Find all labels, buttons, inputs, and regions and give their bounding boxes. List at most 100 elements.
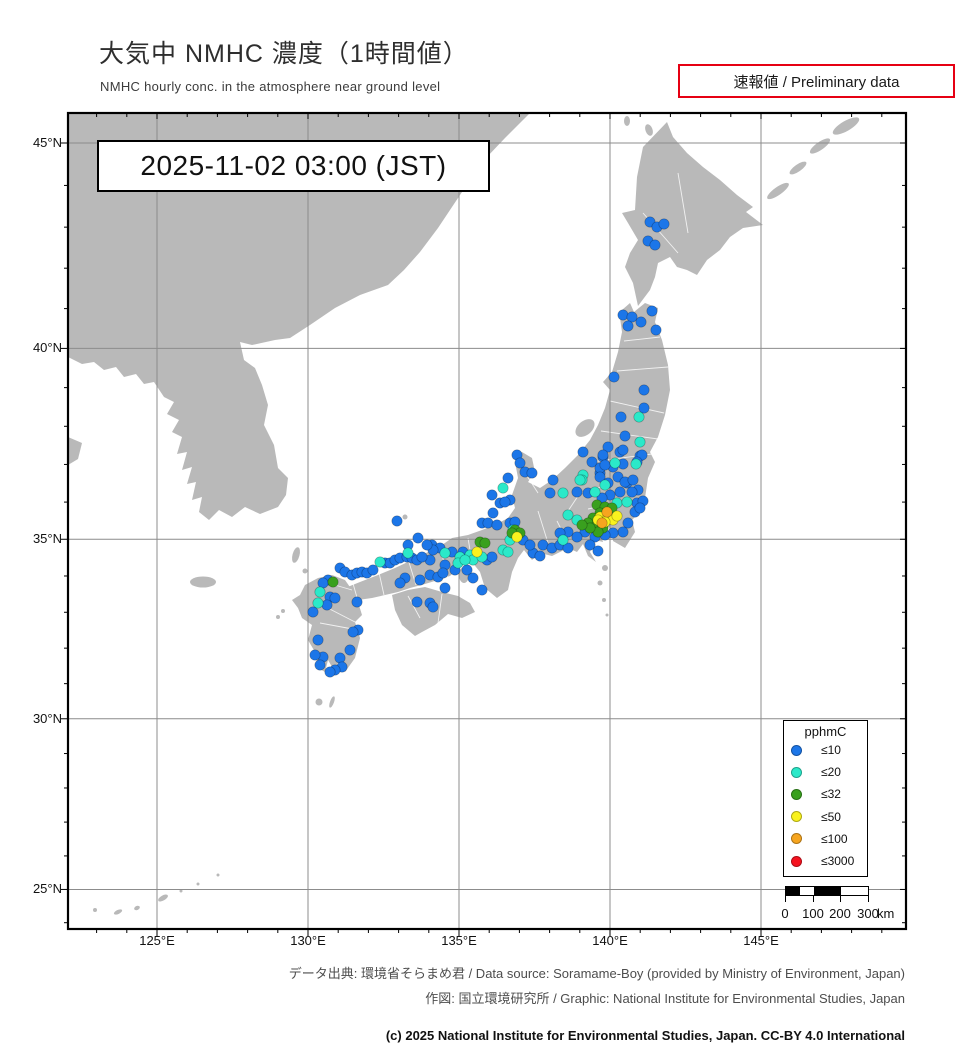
station-dot xyxy=(577,446,589,458)
legend-label: ≤10 xyxy=(821,743,841,758)
legend-row: ≤32 xyxy=(784,783,867,805)
station-dot xyxy=(479,537,491,549)
island-jeju xyxy=(190,576,216,588)
legend-label: ≤32 xyxy=(821,787,841,802)
legend-row: ≤100 xyxy=(784,828,867,850)
station-dot xyxy=(594,471,606,483)
station-dot xyxy=(574,474,586,486)
station-dot xyxy=(571,531,583,543)
legend-row: ≤50 xyxy=(784,806,867,828)
station-dot xyxy=(557,487,569,499)
scale-bar-label: 100 xyxy=(802,906,824,921)
station-dot xyxy=(615,411,627,423)
station-dot xyxy=(327,576,339,588)
station-dot xyxy=(611,510,623,522)
station-dot xyxy=(638,384,650,396)
station-dot xyxy=(394,577,406,589)
station-dot xyxy=(471,546,483,558)
island-kuril-2 xyxy=(789,161,807,175)
station-dot xyxy=(351,596,363,608)
legend-label: ≤20 xyxy=(821,765,841,780)
lon-label: 140°E xyxy=(592,933,628,948)
station-dot xyxy=(476,584,488,596)
station-dot xyxy=(334,652,346,664)
station-dot xyxy=(427,601,439,613)
island-iki xyxy=(302,568,308,574)
island-kuril-1 xyxy=(767,182,789,200)
station-dot xyxy=(609,457,621,469)
station-dot xyxy=(622,517,634,529)
landmass-shandong xyxy=(68,437,82,465)
station-dot xyxy=(402,547,414,559)
island-izu-1 xyxy=(602,565,608,571)
station-dot xyxy=(622,320,634,332)
station-dot xyxy=(467,572,479,584)
legend-title: pphmC xyxy=(804,724,847,739)
island-rebun xyxy=(624,116,630,126)
station-dot xyxy=(597,449,609,461)
lon-label: 130°E xyxy=(290,933,326,948)
landmass-hokkaido xyxy=(622,122,763,306)
station-dot xyxy=(459,554,471,566)
legend-label: ≤50 xyxy=(821,809,841,824)
island-izu-4 xyxy=(605,613,609,617)
station-dot xyxy=(584,539,596,551)
scale-bar-unit: km xyxy=(877,906,895,921)
island-okinawa-2 xyxy=(113,909,123,915)
data-source-line: データ出典: 環境省そらまめ君 / Data source: Soramame-… xyxy=(288,966,905,981)
legend-dot xyxy=(791,788,802,800)
island-izu-2 xyxy=(597,580,603,586)
station-dots xyxy=(307,216,670,678)
island-yakushima xyxy=(315,698,323,706)
station-dot xyxy=(414,574,426,586)
page-title: 大気中 NMHC 濃度（1時間値） xyxy=(99,40,469,68)
station-dot xyxy=(658,218,670,230)
station-dot xyxy=(634,436,646,448)
station-dot xyxy=(626,486,638,498)
station-dot xyxy=(646,305,658,317)
station-dot xyxy=(502,546,514,558)
station-dot xyxy=(412,532,424,544)
island-okinawa-4 xyxy=(158,894,168,902)
scale-bar: 0 100 200 300 km xyxy=(781,886,915,926)
station-dot xyxy=(421,539,433,551)
station-dot xyxy=(502,472,514,484)
preliminary-badge: 速報値 / Preliminary data xyxy=(678,64,955,98)
landmass-continent xyxy=(68,113,530,520)
station-dot xyxy=(344,644,356,656)
legend-dot xyxy=(791,833,802,845)
legend-dot xyxy=(791,811,802,823)
station-dot xyxy=(571,486,583,498)
lat-label: 35°N xyxy=(32,531,62,547)
station-dot xyxy=(608,371,620,383)
island-oki-2 xyxy=(402,514,408,520)
legend-dot xyxy=(791,744,802,756)
station-dot xyxy=(486,489,498,501)
station-dot xyxy=(617,526,629,538)
station-dot xyxy=(627,474,639,486)
station-dot xyxy=(391,515,403,527)
legend-row: ≤3000 xyxy=(784,850,867,872)
lon-label: 135°E xyxy=(441,933,477,948)
station-dot xyxy=(633,411,645,423)
landmass-kyushu xyxy=(292,575,362,672)
lat-label: 45°N xyxy=(32,134,62,150)
station-dot xyxy=(514,457,526,469)
scale-bar-label: 300 xyxy=(857,906,879,921)
island-amami xyxy=(216,873,220,877)
legend: pphmC ≤10 ≤20 ≤32 ≤50 ≤100 ≤3000 xyxy=(783,720,868,877)
station-dot xyxy=(439,547,451,559)
island-goto-2 xyxy=(276,615,280,619)
station-dot xyxy=(367,564,379,576)
station-dot xyxy=(411,596,423,608)
station-dot xyxy=(439,582,451,594)
station-dot xyxy=(602,441,614,453)
station-dot xyxy=(562,542,574,554)
island-izu-3 xyxy=(602,598,606,602)
island-okinawa-6 xyxy=(196,882,200,886)
station-dot xyxy=(617,444,629,456)
station-dot xyxy=(324,666,336,678)
legend-dot xyxy=(791,855,802,867)
station-dot xyxy=(487,507,499,519)
legend-label: ≤100 xyxy=(821,831,848,846)
